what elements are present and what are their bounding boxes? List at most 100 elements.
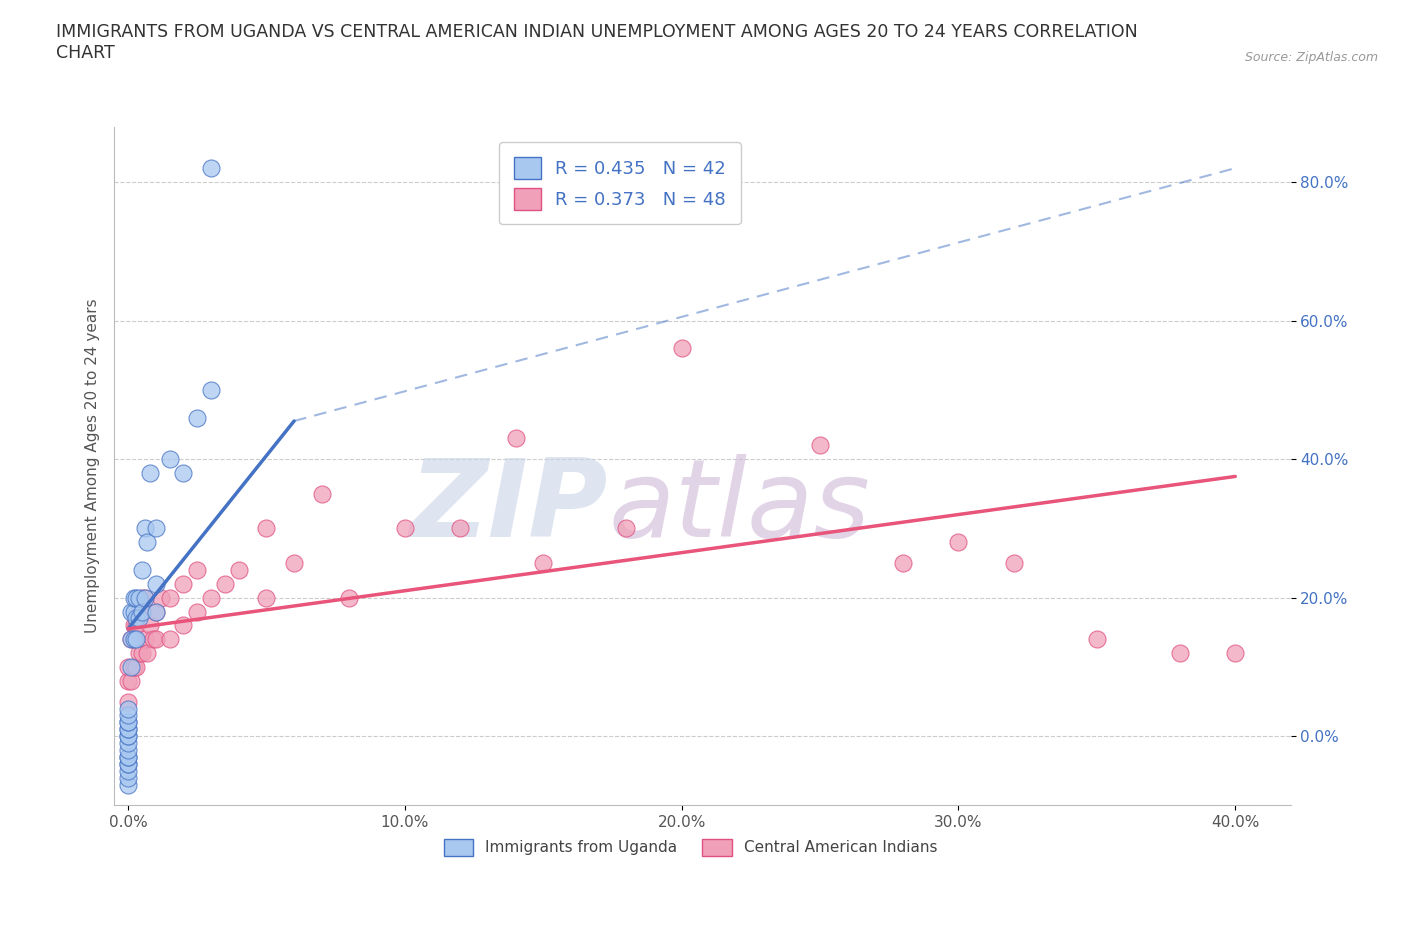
Point xyxy=(117,715,139,730)
Point xyxy=(128,604,150,619)
Point xyxy=(134,521,156,536)
Text: ZIP: ZIP xyxy=(411,454,609,560)
Text: atlas: atlas xyxy=(609,454,870,559)
Point xyxy=(134,591,156,605)
Point xyxy=(614,521,637,536)
Point xyxy=(131,591,153,605)
Point xyxy=(125,611,148,626)
Point xyxy=(891,555,914,570)
Point xyxy=(131,645,153,660)
Point xyxy=(117,673,139,688)
Point xyxy=(228,563,250,578)
Point xyxy=(120,604,142,619)
Point xyxy=(159,591,181,605)
Point xyxy=(117,729,139,744)
Point xyxy=(254,591,277,605)
Point xyxy=(134,591,156,605)
Text: Source: ZipAtlas.com: Source: ZipAtlas.com xyxy=(1244,51,1378,64)
Point xyxy=(150,591,173,605)
Point xyxy=(186,410,208,425)
Point xyxy=(394,521,416,536)
Point xyxy=(120,631,142,646)
Point xyxy=(117,770,139,785)
Point xyxy=(117,715,139,730)
Point xyxy=(159,452,181,467)
Point xyxy=(120,673,142,688)
Point xyxy=(200,591,222,605)
Point xyxy=(159,631,181,646)
Point xyxy=(122,659,145,674)
Point xyxy=(311,486,333,501)
Point xyxy=(145,604,167,619)
Point xyxy=(117,736,139,751)
Text: Central American Indians: Central American Indians xyxy=(744,840,936,855)
Text: Immigrants from Uganda: Immigrants from Uganda xyxy=(485,840,676,855)
Point xyxy=(172,577,194,591)
Point xyxy=(214,577,236,591)
Point xyxy=(505,431,527,445)
Point xyxy=(122,631,145,646)
Point xyxy=(117,729,139,744)
Point xyxy=(117,777,139,792)
Point xyxy=(120,631,142,646)
Point xyxy=(283,555,305,570)
Point xyxy=(145,604,167,619)
Point xyxy=(531,555,554,570)
Point xyxy=(948,535,970,550)
Point xyxy=(117,750,139,764)
Point xyxy=(186,563,208,578)
Point xyxy=(122,591,145,605)
Point xyxy=(808,438,831,453)
Point xyxy=(200,161,222,176)
Point xyxy=(1002,555,1025,570)
Point xyxy=(131,604,153,619)
Point xyxy=(145,577,167,591)
Point xyxy=(117,659,139,674)
Point xyxy=(186,604,208,619)
Point xyxy=(128,611,150,626)
Point xyxy=(172,618,194,632)
Point xyxy=(117,694,139,709)
Point xyxy=(449,521,471,536)
Point xyxy=(172,466,194,481)
Point xyxy=(117,756,139,771)
Point xyxy=(117,750,139,764)
Point xyxy=(117,743,139,758)
Point xyxy=(125,659,148,674)
Point xyxy=(125,618,148,632)
Point xyxy=(117,722,139,737)
Point xyxy=(134,631,156,646)
Point xyxy=(339,591,361,605)
Point xyxy=(1225,645,1247,660)
Point xyxy=(1168,645,1191,660)
Point xyxy=(142,631,165,646)
Point xyxy=(128,645,150,660)
Point xyxy=(145,521,167,536)
Point xyxy=(128,591,150,605)
Point xyxy=(125,591,148,605)
Point xyxy=(136,535,159,550)
Point xyxy=(131,563,153,578)
Legend: R = 0.435   N = 42, R = 0.373   N = 48: R = 0.435 N = 42, R = 0.373 N = 48 xyxy=(499,142,741,224)
Point xyxy=(254,521,277,536)
Point xyxy=(671,340,693,355)
Point xyxy=(122,618,145,632)
Y-axis label: Unemployment Among Ages 20 to 24 years: Unemployment Among Ages 20 to 24 years xyxy=(86,299,100,633)
Point xyxy=(136,645,159,660)
Point xyxy=(117,764,139,778)
Point xyxy=(117,708,139,723)
Point xyxy=(117,722,139,737)
Point xyxy=(122,604,145,619)
Point xyxy=(145,631,167,646)
Text: IMMIGRANTS FROM UGANDA VS CENTRAL AMERICAN INDIAN UNEMPLOYMENT AMONG AGES 20 TO : IMMIGRANTS FROM UGANDA VS CENTRAL AMERIC… xyxy=(56,23,1137,62)
Point xyxy=(125,631,148,646)
Point xyxy=(1085,631,1108,646)
Point xyxy=(139,618,162,632)
FancyBboxPatch shape xyxy=(443,840,472,857)
FancyBboxPatch shape xyxy=(703,840,731,857)
Point xyxy=(139,466,162,481)
Point xyxy=(200,382,222,397)
Point xyxy=(120,659,142,674)
Point xyxy=(117,756,139,771)
Point xyxy=(117,701,139,716)
